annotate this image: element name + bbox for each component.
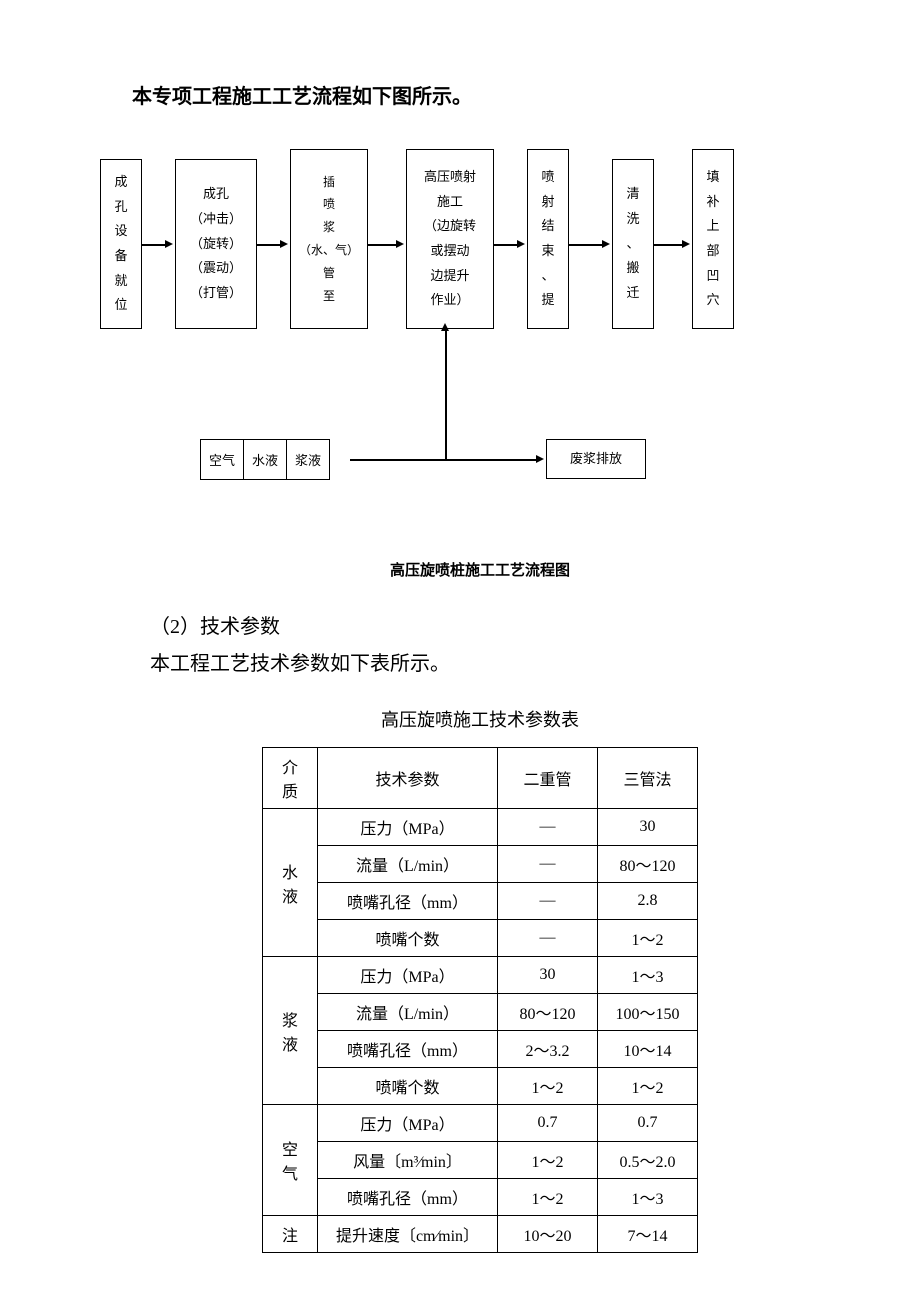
flow-box-2: 成孔 （冲击） （旋转） （震动） （打管） xyxy=(175,159,257,329)
cell-triple: 30 xyxy=(598,809,698,846)
arrow-2-3 xyxy=(257,244,282,246)
line-input-h xyxy=(350,459,446,461)
input-slurry: 浆液 xyxy=(287,440,329,479)
line-waste-h xyxy=(446,459,538,461)
cell-triple: 10～14 xyxy=(598,1031,698,1068)
cell-double: 1～2 xyxy=(498,1142,598,1179)
flowchart-caption: 高压旋喷桩施工工艺流程图 xyxy=(100,559,860,580)
table-row: 流量（L/min）80～120100～150 xyxy=(263,994,698,1031)
section-2-title: （2）技术参数 xyxy=(150,610,860,639)
table-row: 喷嘴个数—1～2 xyxy=(263,920,698,957)
arrow-3-4 xyxy=(368,244,398,246)
cell-param: 风量〔m³⁄min〕 xyxy=(318,1142,498,1179)
flow-box-6: 清 洗 、 搬 迁 xyxy=(612,159,654,329)
table-row: 浆液压力（MPa）301～3 xyxy=(263,957,698,994)
parameter-table: 介质 技术参数 二重管 三管法 水液压力（MPa）—30流量（L/min）—80… xyxy=(262,747,698,1253)
flow-box-7: 填 补 上 部 凹 穴 xyxy=(692,149,734,329)
table-title: 高压旋喷施工技术参数表 xyxy=(100,706,860,732)
cell-double: 80～120 xyxy=(498,994,598,1031)
cell-param: 压力（MPa） xyxy=(318,957,498,994)
arrow-6-7 xyxy=(654,244,684,246)
table-row: 流量（L/min）—80～120 xyxy=(263,846,698,883)
header-param: 技术参数 xyxy=(318,748,498,809)
arrow-head-5-6 xyxy=(602,240,610,248)
cell-triple: 2.8 xyxy=(598,883,698,920)
table-row: 风量〔m³⁄min〕1～20.5～2.0 xyxy=(263,1142,698,1179)
arrow-head-1-2 xyxy=(165,240,173,248)
flowchart-diagram: 成 孔 设 备 就 位 成孔 （冲击） （旋转） （震动） （打管） 插 喷 浆… xyxy=(100,149,860,529)
line-input-v xyxy=(445,329,447,459)
table-row: 喷嘴孔径（mm）2～3.210～14 xyxy=(263,1031,698,1068)
cell-double: 2～3.2 xyxy=(498,1031,598,1068)
cell-triple: 7～14 xyxy=(598,1216,698,1253)
arrow-1-2 xyxy=(142,244,167,246)
cell-double: — xyxy=(498,920,598,957)
arrow-head-input xyxy=(441,323,449,331)
cell-double: — xyxy=(498,809,598,846)
table-row: 喷嘴孔径（mm）1～21～3 xyxy=(263,1179,698,1216)
flow-box-5: 喷 射 结 束 、 提 xyxy=(527,149,569,329)
section-2-desc: 本工程工艺技术参数如下表所示。 xyxy=(150,647,860,676)
cell-triple: 100～150 xyxy=(598,994,698,1031)
cell-medium: 注 xyxy=(263,1216,318,1253)
flow-box-4: 高压喷射 施工 （边旋转 或摆动 边提升 作业） xyxy=(406,149,494,329)
cell-double: 10～20 xyxy=(498,1216,598,1253)
header-double: 二重管 xyxy=(498,748,598,809)
cell-param: 喷嘴个数 xyxy=(318,1068,498,1105)
table-row: 水液压力（MPa）—30 xyxy=(263,809,698,846)
table-row: 空气压力（MPa）0.70.7 xyxy=(263,1105,698,1142)
cell-param: 流量（L/min） xyxy=(318,994,498,1031)
table-header-row: 介质 技术参数 二重管 三管法 xyxy=(263,748,698,809)
input-group: 空气 水液 浆液 xyxy=(200,439,330,480)
cell-param: 喷嘴孔径（mm） xyxy=(318,883,498,920)
cell-double: — xyxy=(498,883,598,920)
arrow-head-waste xyxy=(536,455,544,463)
cell-triple: 1～3 xyxy=(598,957,698,994)
cell-double: 0.7 xyxy=(498,1105,598,1142)
table-row: 喷嘴孔径（mm）—2.8 xyxy=(263,883,698,920)
cell-param: 压力（MPa） xyxy=(318,1105,498,1142)
cell-medium: 空气 xyxy=(263,1105,318,1216)
arrow-head-3-4 xyxy=(396,240,404,248)
waste-box: 废浆排放 xyxy=(546,439,646,479)
cell-double: 1～2 xyxy=(498,1068,598,1105)
intro-text: 本专项工程施工工艺流程如下图所示。 xyxy=(100,80,860,109)
cell-triple: 0.7 xyxy=(598,1105,698,1142)
cell-triple: 1～2 xyxy=(598,1068,698,1105)
flow-box-3: 插 喷 浆 （水、气） 管 至 xyxy=(290,149,368,329)
arrow-head-2-3 xyxy=(280,240,288,248)
cell-param: 喷嘴孔径（mm） xyxy=(318,1031,498,1068)
cell-double: 30 xyxy=(498,957,598,994)
table-row: 注提升速度〔cm⁄min〕10～207～14 xyxy=(263,1216,698,1253)
header-triple: 三管法 xyxy=(598,748,698,809)
cell-param: 喷嘴孔径（mm） xyxy=(318,1179,498,1216)
arrow-head-6-7 xyxy=(682,240,690,248)
cell-double: — xyxy=(498,846,598,883)
cell-double: 1～2 xyxy=(498,1179,598,1216)
table-row: 喷嘴个数1～21～2 xyxy=(263,1068,698,1105)
arrow-4-5 xyxy=(494,244,519,246)
arrow-5-6 xyxy=(569,244,604,246)
input-air: 空气 xyxy=(201,440,244,479)
cell-param: 喷嘴个数 xyxy=(318,920,498,957)
cell-param: 压力（MPa） xyxy=(318,809,498,846)
input-water: 水液 xyxy=(244,440,287,479)
cell-triple: 0.5～2.0 xyxy=(598,1142,698,1179)
cell-param: 流量（L/min） xyxy=(318,846,498,883)
cell-param: 提升速度〔cm⁄min〕 xyxy=(318,1216,498,1253)
header-medium: 介质 xyxy=(263,748,318,809)
cell-medium: 水液 xyxy=(263,809,318,957)
arrow-head-4-5 xyxy=(517,240,525,248)
cell-medium: 浆液 xyxy=(263,957,318,1105)
cell-triple: 1～3 xyxy=(598,1179,698,1216)
cell-triple: 80～120 xyxy=(598,846,698,883)
flow-box-1: 成 孔 设 备 就 位 xyxy=(100,159,142,329)
cell-triple: 1～2 xyxy=(598,920,698,957)
